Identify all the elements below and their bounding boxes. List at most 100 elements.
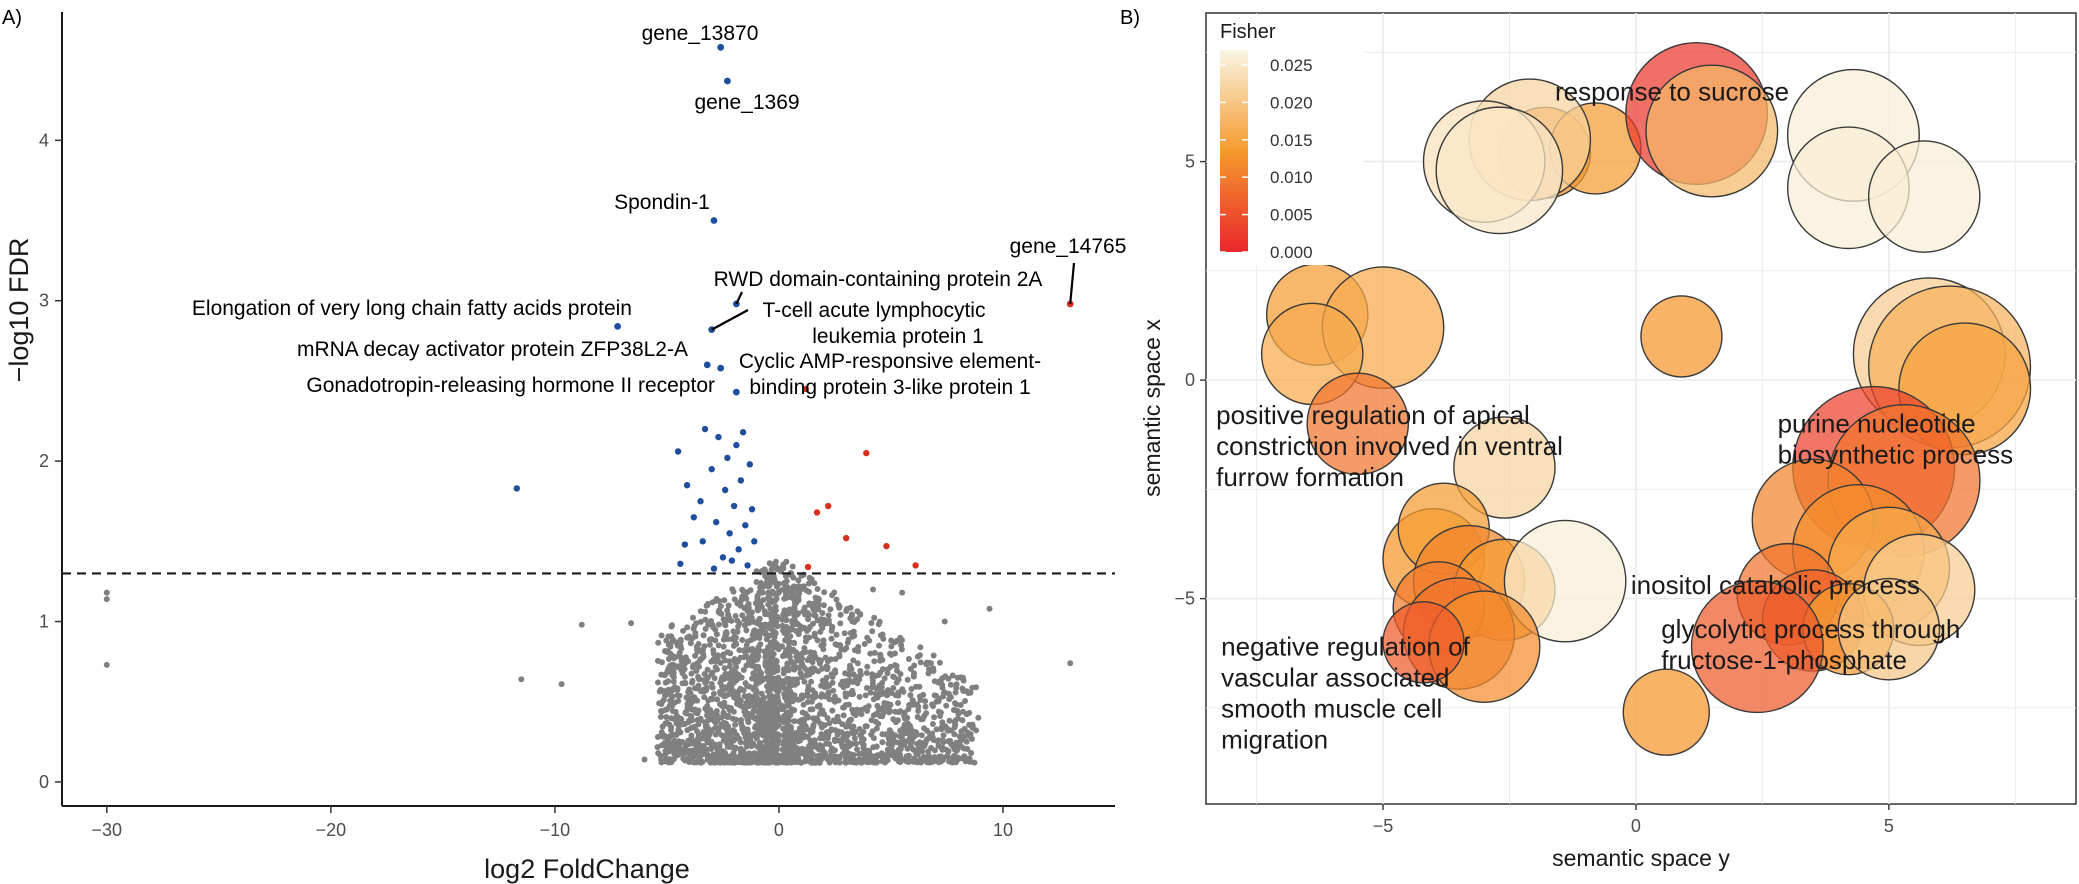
ns-point bbox=[726, 733, 733, 740]
ns-point bbox=[766, 625, 773, 632]
ns-point bbox=[720, 616, 727, 623]
ns-point bbox=[862, 692, 869, 699]
ns-point bbox=[817, 657, 824, 664]
downregulated-point bbox=[681, 541, 689, 548]
labeled-gene-point bbox=[703, 361, 711, 369]
ns-point bbox=[840, 712, 847, 719]
ns-point bbox=[773, 595, 780, 602]
ns-point bbox=[824, 715, 831, 722]
ns-outlier-point bbox=[628, 620, 635, 627]
ns-outlier-point bbox=[663, 719, 670, 726]
ns-point bbox=[851, 735, 858, 742]
ns-point bbox=[877, 657, 883, 664]
ns-point bbox=[759, 745, 766, 752]
ns-point bbox=[781, 726, 788, 733]
ns-point bbox=[788, 757, 795, 763]
ns-point bbox=[821, 589, 828, 596]
ns-point bbox=[756, 621, 763, 628]
ns-point bbox=[723, 758, 730, 765]
go-term-bubbles bbox=[1260, 42, 2032, 756]
ns-point bbox=[963, 711, 970, 718]
ns-point bbox=[739, 637, 746, 643]
ns-point bbox=[720, 703, 727, 710]
ns-point bbox=[826, 696, 833, 703]
ns-point bbox=[946, 717, 953, 724]
ns-point bbox=[684, 624, 691, 631]
ns-point bbox=[825, 612, 832, 619]
ns-point bbox=[864, 707, 871, 714]
downregulated-point bbox=[710, 565, 718, 572]
ns-point bbox=[797, 623, 804, 630]
volcano-y-axis-title: −log10 FDR bbox=[4, 238, 34, 383]
ns-point bbox=[810, 665, 817, 672]
ns-point bbox=[828, 625, 835, 632]
ns-point bbox=[677, 654, 684, 661]
ns-point bbox=[654, 744, 661, 751]
ns-point bbox=[721, 732, 728, 739]
fisher-legend: Fisher 0.025 0.020 0.015 0.010 0.005 0.000 bbox=[1208, 15, 1364, 265]
ns-point bbox=[917, 696, 924, 703]
ns-point bbox=[795, 610, 802, 617]
ns-point bbox=[687, 640, 694, 647]
ns-point bbox=[869, 677, 876, 684]
ns-point bbox=[800, 608, 807, 615]
ns-point bbox=[804, 667, 811, 674]
ns-point bbox=[781, 684, 787, 691]
ns-point bbox=[895, 700, 901, 706]
labeled-gene-point bbox=[717, 364, 725, 372]
bubble-axis-ticks: −5 0 5 −5 0 5 bbox=[1174, 152, 1893, 836]
ns-outlier-point bbox=[899, 589, 906, 596]
ns-point bbox=[913, 683, 919, 690]
ns-point bbox=[812, 594, 819, 601]
downregulated-point bbox=[690, 514, 697, 521]
ns-outlier-point bbox=[103, 661, 110, 668]
ns-point bbox=[725, 602, 732, 609]
ns-point bbox=[923, 736, 930, 743]
ns-point bbox=[809, 687, 816, 694]
ns-point bbox=[921, 743, 928, 749]
ns-point bbox=[863, 670, 870, 676]
ns-point bbox=[907, 741, 914, 747]
ns-point bbox=[676, 749, 683, 756]
ns-point bbox=[951, 724, 958, 731]
ns-point bbox=[741, 648, 748, 655]
ns-point bbox=[967, 689, 974, 696]
ns-point bbox=[757, 641, 764, 648]
ns-point bbox=[880, 635, 887, 642]
ns-point bbox=[922, 703, 929, 710]
ns-point bbox=[764, 668, 771, 675]
ns-point bbox=[662, 679, 669, 686]
ns-point bbox=[911, 662, 918, 669]
ns-point bbox=[837, 620, 844, 627]
ns-point bbox=[914, 701, 921, 708]
ns-point bbox=[849, 726, 856, 733]
ns-point bbox=[840, 704, 847, 711]
ns-point bbox=[811, 607, 818, 614]
ns-point bbox=[920, 691, 927, 698]
upregulated-point bbox=[802, 385, 810, 393]
ns-point bbox=[709, 696, 716, 703]
go-term-bubble bbox=[1435, 106, 1564, 235]
ns-point bbox=[701, 677, 708, 684]
bubble-y-tick-label: 0 bbox=[1185, 370, 1195, 390]
ns-outlier-point bbox=[870, 586, 877, 593]
ns-point bbox=[762, 759, 768, 766]
ns-point bbox=[663, 637, 670, 644]
ns-point bbox=[828, 656, 835, 663]
ns-point bbox=[713, 658, 719, 665]
downregulated-point bbox=[726, 530, 733, 537]
ns-point bbox=[693, 745, 700, 752]
ns-point bbox=[771, 634, 778, 641]
ns-point bbox=[737, 702, 744, 709]
ns-point bbox=[687, 695, 694, 702]
ns-point bbox=[949, 672, 956, 679]
ns-point bbox=[820, 602, 827, 609]
significant-points bbox=[513, 385, 919, 572]
ns-point bbox=[901, 709, 908, 716]
ns-point bbox=[676, 649, 683, 656]
ns-point bbox=[872, 690, 879, 697]
ns-point bbox=[711, 718, 718, 725]
ns-point bbox=[796, 725, 803, 732]
ns-point bbox=[743, 642, 750, 649]
y-tick-label: 1 bbox=[39, 612, 49, 632]
